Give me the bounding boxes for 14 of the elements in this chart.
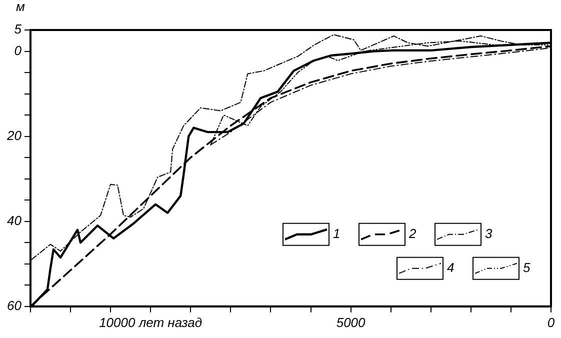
y-tick-label: 20 xyxy=(6,128,22,143)
legend-label: 5 xyxy=(523,260,531,276)
legend-label: 2 xyxy=(408,226,417,242)
legend-label: 4 xyxy=(447,260,454,276)
y-axis-title: м xyxy=(16,0,25,14)
y-tick-label: 0 xyxy=(14,42,22,58)
legend-label: 1 xyxy=(333,226,340,242)
y-tick-label: 40 xyxy=(6,212,22,228)
legend-label: 3 xyxy=(485,226,493,242)
y-tick-label: 60 xyxy=(6,298,22,314)
y-tick-label: 5 xyxy=(14,22,22,37)
x-tick-label: 10000 лет назад xyxy=(99,314,202,330)
x-tick-label: 5000 xyxy=(336,314,366,330)
x-tick-label: 0 xyxy=(547,314,556,330)
